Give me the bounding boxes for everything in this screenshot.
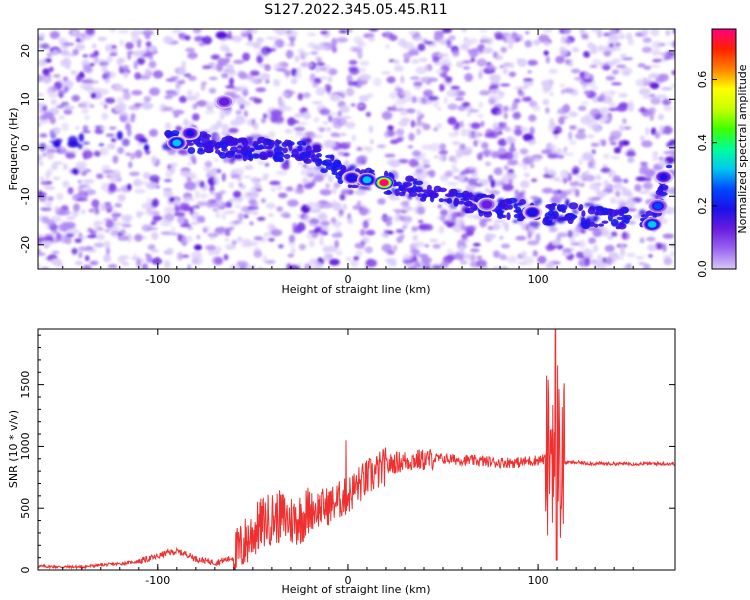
snr-frame xyxy=(37,328,676,571)
snr-background xyxy=(38,329,675,570)
figure-title: S127.2022.345.05.45.R11 xyxy=(264,2,447,18)
snr-y-tick-label: 500 xyxy=(19,498,32,519)
colorbar: 0.0 0.2 0.4 0.6 Normalized spectral amplitu… xyxy=(696,28,749,278)
snr-y-tick-label: 1500 xyxy=(19,371,32,399)
spectrogram-y-tick-label: 0 xyxy=(19,144,32,151)
snr-x-tick-label: 0 xyxy=(344,574,351,587)
snr-x-tick-label: 100 xyxy=(528,574,549,587)
snr-y-tick-label: 0 xyxy=(19,567,32,574)
spectrogram-y-tick-label: -20 xyxy=(19,236,32,254)
spectrogram-x-axis-label: Height of straight line (km) xyxy=(281,283,430,296)
colorbar-frame xyxy=(711,28,737,270)
spectrogram-hot-spot xyxy=(357,172,377,187)
spectrogram-hot-spot xyxy=(166,135,187,150)
colorbar-label: Normalized spectral amplitude xyxy=(736,64,749,233)
spectrogram-hot-spot xyxy=(214,94,235,109)
spectrogram-x-tick-label: 0 xyxy=(344,273,351,286)
spectrogram-y-tick-label: 20 xyxy=(19,44,32,58)
spectrogram-hot-spot xyxy=(642,217,663,232)
snr-y-tick-label: 1000 xyxy=(19,432,32,460)
colorbar-tick-label: 0.4 xyxy=(696,134,709,152)
spectrogram-hot-spot xyxy=(653,169,674,184)
colorbar-tick-label: 0.2 xyxy=(696,197,709,215)
spectrogram-hot-spot xyxy=(647,199,668,213)
colorbar-tick-label: 0.6 xyxy=(696,71,709,89)
spectrogram-hot-spot xyxy=(374,175,395,190)
colorbar-tick-label: 0.0 xyxy=(696,260,709,278)
colorbar-ticks: 0.0 0.2 0.4 0.6 xyxy=(696,71,717,278)
spectrogram-heatmap xyxy=(38,29,675,269)
spectrogram-x-tick-label: 100 xyxy=(528,273,549,286)
colorbar-bar xyxy=(712,29,736,269)
spectrogram-x-tick-label: -100 xyxy=(145,273,170,286)
snr-y-axis-label: SNR (10 * v/v) xyxy=(7,410,20,488)
spectrogram-y-axis-label: Frequency (Hz) xyxy=(7,108,20,191)
snr-x-tick-label: -100 xyxy=(145,574,170,587)
spectrogram-hot-spot xyxy=(522,205,543,220)
spectrogram-hot-spot xyxy=(341,170,362,185)
spectrogram-hot-spot xyxy=(180,126,201,141)
snr-series-line xyxy=(38,329,675,570)
spectrogram-y-tick-label: -10 xyxy=(19,187,32,205)
spectrogram-frame xyxy=(37,28,676,270)
snr-x-axis-label: Height of straight line (km) xyxy=(281,583,430,596)
spectrogram-y-tick-label: 10 xyxy=(19,92,32,106)
spectrogram-hot-spot xyxy=(476,197,497,212)
